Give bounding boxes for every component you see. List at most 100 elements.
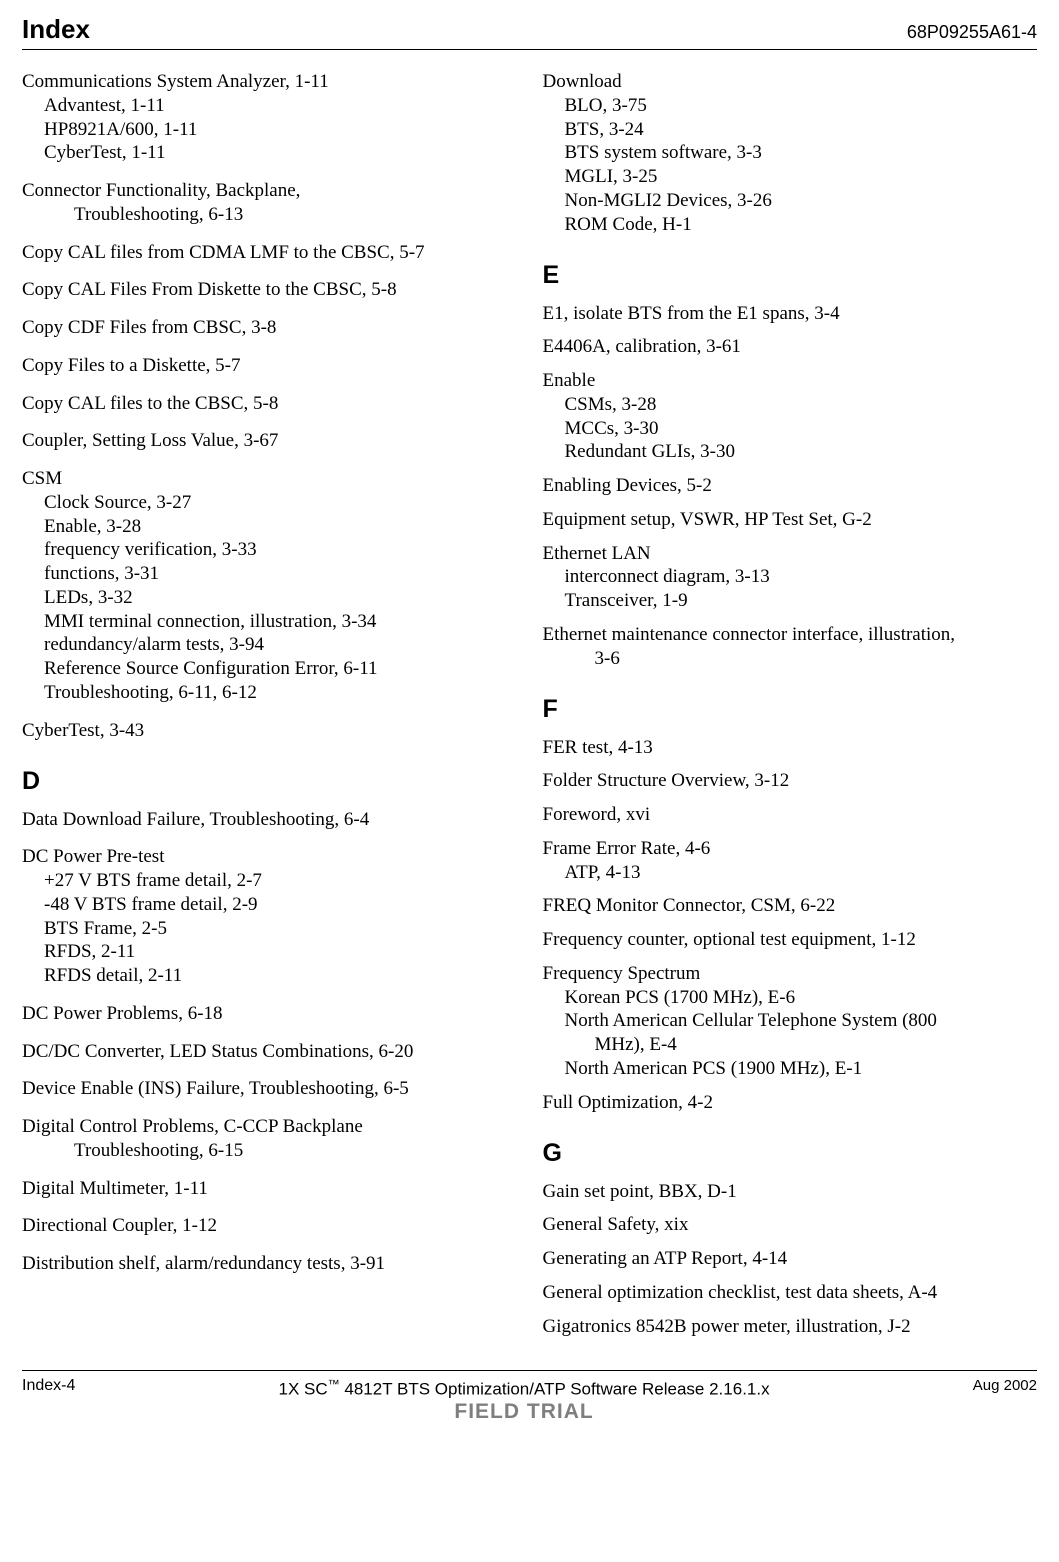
entry-sub: Korean PCS (1700 MHz), E-6 — [543, 986, 1038, 1010]
entry-sub: Transceiver, 1-9 — [543, 589, 1038, 613]
page-footer: Index-4 1X SC™ 4812T BTS Optimization/AT… — [22, 1370, 1037, 1424]
index-entry: FER test, 4-13 — [543, 736, 1038, 760]
entry-sub: HP8921A/600, 1-11 — [22, 118, 517, 142]
index-entry: Gigatronics 8542B power meter, illustrat… — [543, 1315, 1038, 1339]
entry-sub: RFDS detail, 2-11 — [22, 964, 517, 988]
entry-sub: BTS system software, 3-3 — [543, 141, 1038, 165]
index-entry: Connector Functionality, Backplane, Trou… — [22, 179, 517, 227]
right-column: Download BLO, 3-75 BTS, 3-24 BTS system … — [543, 70, 1038, 1348]
entry-sub: CyberTest, 1-11 — [22, 141, 517, 165]
entry-sub: -48 V BTS frame detail, 2-9 — [22, 893, 517, 917]
entry-line: Download — [543, 70, 1038, 94]
header-docnum: 68P09255A61-4 — [907, 22, 1037, 43]
entry-sub: Troubleshooting, 6-13 — [22, 203, 517, 227]
index-entry: Frame Error Rate, 4-6 ATP, 4-13 — [543, 837, 1038, 885]
index-entry: Ethernet maintenance connector interface… — [543, 623, 1038, 671]
page-header: Index 68P09255A61-4 — [22, 14, 1037, 50]
index-entry: Frequency Spectrum Korean PCS (1700 MHz)… — [543, 962, 1038, 1081]
section-letter-e: E — [543, 260, 1038, 291]
entry-sub: Troubleshooting, 6-11, 6-12 — [22, 681, 517, 705]
index-entry: Download BLO, 3-75 BTS, 3-24 BTS system … — [543, 70, 1038, 236]
entry-line: Connector Functionality, Backplane, — [22, 179, 517, 203]
entry-line: Enable — [543, 369, 1038, 393]
footer-trial: FIELD TRIAL — [279, 1400, 770, 1424]
index-entry: Copy CAL files to the CBSC, 5-8 — [22, 392, 517, 416]
entry-sub: interconnect diagram, 3-13 — [543, 565, 1038, 589]
index-entry: Digital Multimeter, 1-11 — [22, 1177, 517, 1201]
index-entry: Ethernet LAN interconnect diagram, 3-13 … — [543, 542, 1038, 613]
entry-sub: North American Cellular Telephone System… — [543, 1009, 1038, 1033]
index-columns: Communications System Analyzer, 1-11 Adv… — [22, 70, 1037, 1348]
index-entry: Coupler, Setting Loss Value, 3-67 — [22, 429, 517, 453]
index-entry: Copy CAL files from CDMA LMF to the CBSC… — [22, 241, 517, 265]
entry-sub: Troubleshooting, 6-15 — [22, 1139, 517, 1163]
index-entry: Enable CSMs, 3-28 MCCs, 3-30 Redundant G… — [543, 369, 1038, 464]
section-letter-f: F — [543, 694, 1038, 725]
entry-sub: RFDS, 2-11 — [22, 940, 517, 964]
entry-sub: North American PCS (1900 MHz), E-1 — [543, 1057, 1038, 1081]
footer-date: Aug 2002 — [973, 1377, 1037, 1394]
index-entry: Copy CAL Files From Diskette to the CBSC… — [22, 278, 517, 302]
index-entry: DC Power Pre-test +27 V BTS frame detail… — [22, 845, 517, 988]
entry-sub: LEDs, 3-32 — [22, 586, 517, 610]
section-letter-g: G — [543, 1138, 1038, 1169]
footer-center: 1X SC™ 4812T BTS Optimization/ATP Softwa… — [279, 1377, 770, 1424]
entry-sub: Clock Source, 3-27 — [22, 491, 517, 515]
footer-page: Index-4 — [22, 1377, 75, 1395]
index-entry: Digital Control Problems, C-CCP Backplan… — [22, 1115, 517, 1163]
entry-sub: CSMs, 3-28 — [543, 393, 1038, 417]
index-entry: Full Optimization, 4-2 — [543, 1091, 1038, 1115]
entry-sub: ATP, 4-13 — [543, 861, 1038, 885]
index-entry: Frequency counter, optional test equipme… — [543, 928, 1038, 952]
index-entry: Copy CDF Files from CBSC, 3-8 — [22, 316, 517, 340]
entry-line: Communications System Analyzer, 1-11 — [22, 70, 517, 94]
entry-sub: 3-6 — [543, 647, 1038, 671]
trademark-icon: ™ — [328, 1377, 340, 1391]
section-letter-d: D — [22, 766, 517, 797]
index-entry: DC/DC Converter, LED Status Combinations… — [22, 1040, 517, 1064]
entry-sub: functions, 3-31 — [22, 562, 517, 586]
entry-line: Ethernet LAN — [543, 542, 1038, 566]
left-column: Communications System Analyzer, 1-11 Adv… — [22, 70, 517, 1348]
entry-sub: Enable, 3-28 — [22, 515, 517, 539]
index-entry: Folder Structure Overview, 3-12 — [543, 769, 1038, 793]
index-entry: Copy Files to a Diskette, 5-7 — [22, 354, 517, 378]
index-entry: FREQ Monitor Connector, CSM, 6-22 — [543, 894, 1038, 918]
footer-title-a: 1X SC — [279, 1380, 328, 1399]
index-entry: E4406A, calibration, 3-61 — [543, 335, 1038, 359]
entry-sub: BTS Frame, 2-5 — [22, 917, 517, 941]
index-entry: E1, isolate BTS from the E1 spans, 3-4 — [543, 302, 1038, 326]
index-entry: Foreword, xvi — [543, 803, 1038, 827]
entry-sub: MHz), E-4 — [543, 1033, 1038, 1057]
entry-line: CSM — [22, 467, 517, 491]
entry-sub: MMI terminal connection, illustration, 3… — [22, 610, 517, 634]
entry-line: DC Power Pre-test — [22, 845, 517, 869]
index-entry: Device Enable (INS) Failure, Troubleshoo… — [22, 1077, 517, 1101]
footer-title: 1X SC™ 4812T BTS Optimization/ATP Softwa… — [279, 1377, 770, 1400]
entry-line: Digital Control Problems, C-CCP Backplan… — [22, 1115, 517, 1139]
index-entry: CyberTest, 3-43 — [22, 719, 517, 743]
entry-line: Frequency Spectrum — [543, 962, 1038, 986]
index-entry: Generating an ATP Report, 4-14 — [543, 1247, 1038, 1271]
entry-sub: Reference Source Configuration Error, 6-… — [22, 657, 517, 681]
entry-sub: ROM Code, H-1 — [543, 213, 1038, 237]
entry-sub: frequency verification, 3-33 — [22, 538, 517, 562]
entry-sub: MCCs, 3-30 — [543, 417, 1038, 441]
index-entry: Communications System Analyzer, 1-11 Adv… — [22, 70, 517, 165]
index-entry: DC Power Problems, 6-18 — [22, 1002, 517, 1026]
entry-sub: Non-MGLI2 Devices, 3-26 — [543, 189, 1038, 213]
index-entry: Equipment setup, VSWR, HP Test Set, G-2 — [543, 508, 1038, 532]
index-entry: Gain set point, BBX, D-1 — [543, 1180, 1038, 1204]
index-entry: Enabling Devices, 5-2 — [543, 474, 1038, 498]
entry-sub: BLO, 3-75 — [543, 94, 1038, 118]
entry-sub: Redundant GLIs, 3-30 — [543, 440, 1038, 464]
index-entry: Distribution shelf, alarm/redundancy tes… — [22, 1252, 517, 1276]
entry-sub: BTS, 3-24 — [543, 118, 1038, 142]
entry-sub: +27 V BTS frame detail, 2-7 — [22, 869, 517, 893]
entry-line: Ethernet maintenance connector interface… — [543, 623, 1038, 647]
entry-sub: redundancy/alarm tests, 3-94 — [22, 633, 517, 657]
entry-line: Frame Error Rate, 4-6 — [543, 837, 1038, 861]
index-entry: General optimization checklist, test dat… — [543, 1281, 1038, 1305]
header-title: Index — [22, 14, 90, 45]
footer-title-b: 4812T BTS Optimization/ATP Software Rele… — [340, 1380, 770, 1399]
